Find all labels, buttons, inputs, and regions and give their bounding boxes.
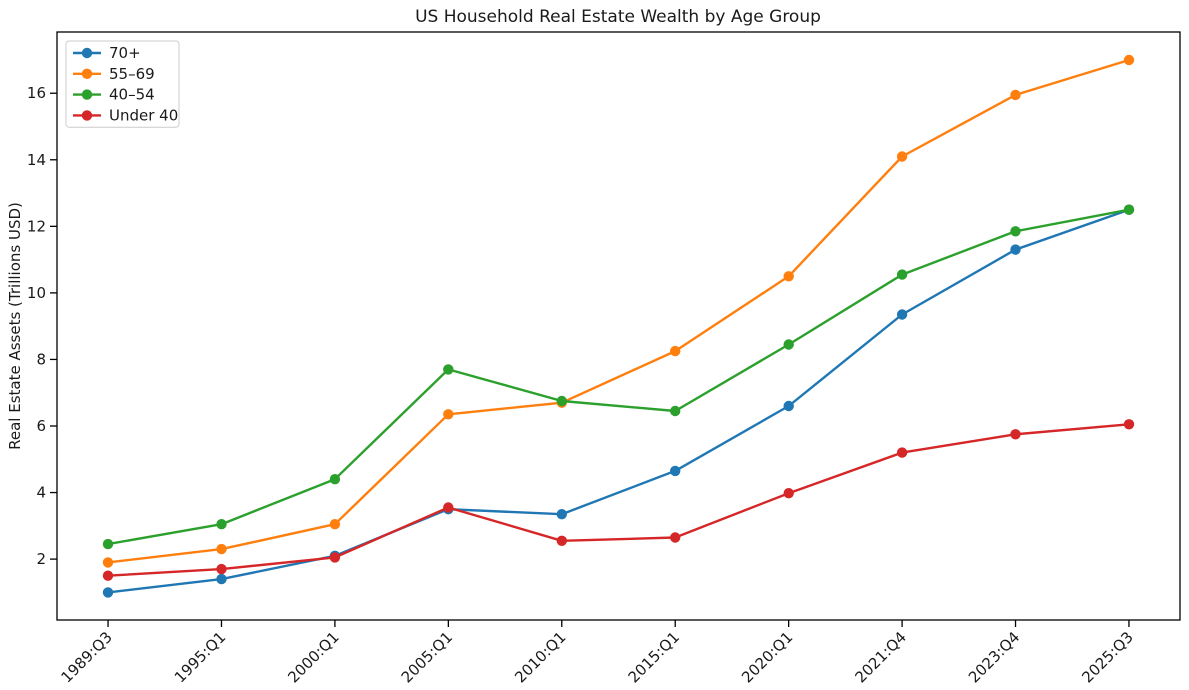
data-point-70 — [556, 509, 567, 520]
series-line-55-69 — [106, 58, 1131, 564]
data-point-under-40 — [556, 535, 567, 546]
x-tick-label: 2020:Q1 — [738, 628, 796, 686]
legend-label: Under 40 — [109, 106, 178, 124]
series-under-40 — [102, 419, 1135, 581]
plot-area — [57, 32, 1180, 620]
x-tick-label: 2021:Q4 — [852, 628, 910, 686]
data-point-40-54 — [896, 269, 908, 280]
data-point-under-40 — [216, 563, 227, 575]
data-point-under-40 — [102, 570, 114, 581]
legend-item-under-40: Under 40 — [73, 106, 178, 124]
data-point-70 — [102, 587, 114, 598]
y-tick-label: 16 — [27, 84, 46, 102]
data-point-40-54 — [443, 364, 454, 375]
legend-box — [65, 40, 180, 128]
x-tick-label: 2010:Q1 — [511, 628, 569, 686]
x-tick-label: 2025:Q3 — [1078, 628, 1136, 686]
data-point-40-54 — [329, 474, 341, 485]
legend-label: 70+ — [109, 44, 141, 62]
data-point-55-69 — [896, 151, 908, 162]
legend-item-40-54: 40–54 — [73, 86, 155, 104]
chart-title: US Household Real Estate Wealth by Age G… — [415, 7, 821, 27]
data-point-55-69 — [216, 543, 227, 555]
x-tick-label: 2023:Q4 — [965, 628, 1023, 686]
data-point-70 — [216, 573, 227, 585]
series-40-54 — [102, 204, 1135, 550]
data-point-40-54 — [1123, 204, 1135, 215]
data-point-40-54 — [556, 395, 567, 407]
y-tick-label: 8 — [36, 350, 46, 368]
data-point-under-40 — [1123, 419, 1135, 430]
data-point-70 — [783, 400, 794, 412]
y-tick-label: 2 — [36, 550, 46, 568]
series-group — [102, 54, 1135, 598]
series-line-40-54 — [106, 208, 1131, 546]
data-point-under-40 — [783, 488, 794, 499]
axes-spines — [56, 31, 1181, 621]
legend-item-70: 70+ — [73, 44, 141, 62]
x-tick-label: 1995:Q1 — [171, 628, 229, 686]
y-tick-label: 6 — [36, 417, 46, 435]
x-tick-label: 2015:Q1 — [625, 628, 683, 686]
data-point-55-69 — [443, 409, 454, 420]
legend-label: 40–54 — [109, 86, 155, 104]
data-point-40-54 — [1010, 226, 1021, 237]
y-axis-label: Real Estate Assets (Trillions USD) — [6, 202, 24, 450]
series-line-70 — [106, 208, 1131, 594]
legend: 70+ 55–69 40–54 Under 40 — [65, 40, 180, 128]
data-point-40-54 — [783, 339, 794, 350]
data-point-55-69 — [1010, 89, 1021, 101]
data-point-under-40 — [1010, 429, 1021, 440]
y-tick-label: 10 — [27, 284, 46, 302]
data-point-under-40 — [443, 502, 454, 513]
data-point-70 — [670, 465, 681, 477]
data-point-40-54 — [216, 519, 227, 530]
y-tick-label: 12 — [27, 217, 46, 235]
y-tick-label: 14 — [27, 151, 46, 169]
series-55-69 — [102, 54, 1135, 568]
data-point-under-40 — [896, 447, 908, 458]
data-point-40-54 — [102, 538, 114, 550]
data-point-70 — [1010, 244, 1021, 255]
data-point-under-40 — [329, 552, 341, 563]
legend-marker-icon — [81, 68, 93, 80]
series-line-under-40 — [106, 423, 1131, 577]
x-tick-label: 1989:Q3 — [57, 628, 115, 686]
legend-marker-icon — [81, 110, 93, 121]
data-point-55-69 — [783, 271, 794, 282]
data-point-under-40 — [670, 532, 681, 543]
data-point-55-69 — [102, 557, 114, 568]
data-point-55-69 — [329, 519, 341, 530]
y-tick-label: 4 — [36, 484, 46, 502]
legend-item-55-69: 55–69 — [73, 65, 155, 83]
legend-marker-icon — [81, 47, 93, 59]
data-point-55-69 — [670, 345, 681, 357]
data-point-70 — [896, 309, 908, 320]
x-tick-label: 2000:Q1 — [284, 628, 342, 686]
legend-label: 55–69 — [109, 65, 155, 83]
x-tick-label: 2005:Q1 — [398, 628, 456, 686]
legend-marker-icon — [81, 89, 93, 100]
data-point-55-69 — [1123, 54, 1135, 66]
data-point-40-54 — [670, 405, 681, 417]
